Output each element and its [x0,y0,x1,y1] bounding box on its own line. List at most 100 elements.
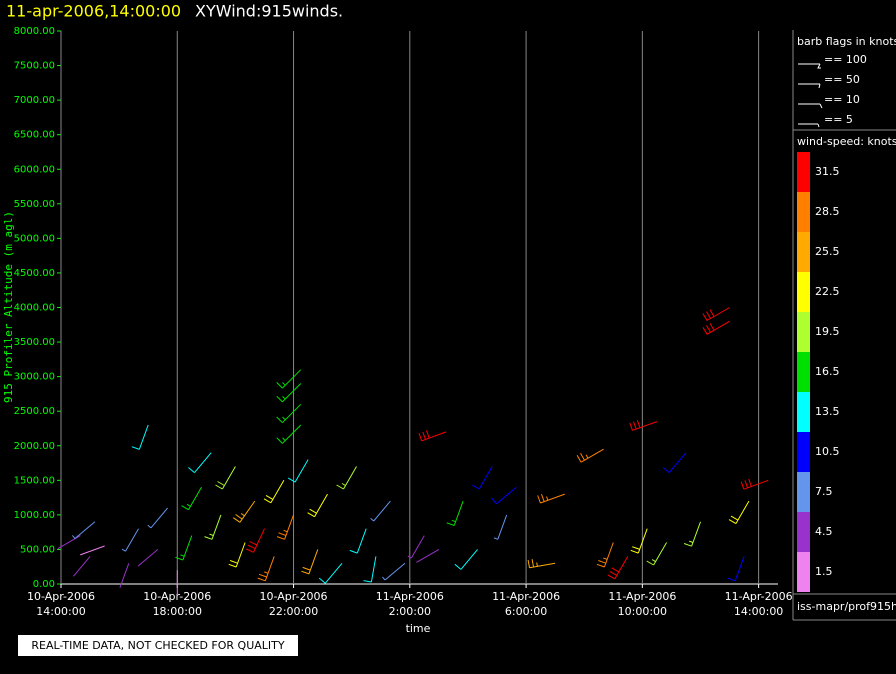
barb-legend-entry: == 5 [824,113,853,126]
wind-barb [228,542,246,568]
y-tick-label: 5000.00 [14,233,55,244]
wind-barb [491,486,517,505]
wind-barb [683,521,701,547]
y-tick-label: 500.00 [20,544,55,555]
y-tick-label: 1000.00 [14,510,55,521]
wind-barb [131,424,149,450]
y-axis-label: 915 Profiler Altitude (m agl) [2,211,15,403]
y-tick-label: 0.00 [33,579,55,590]
barb-legend-title: barb flags in knots [797,35,896,48]
wind-barb [147,507,168,529]
colorbar-swatch [797,352,810,392]
barb-glyph [798,103,823,109]
wind-barb [607,556,629,580]
wind-barb [576,448,604,463]
colorbar-swatch [797,552,810,592]
wind-barb [181,486,202,511]
wind-barb [287,459,309,483]
barb-legend-entry: == 10 [824,93,860,106]
colorbar-label: 25.5 [815,245,840,258]
wind-barb [245,528,265,553]
colorbar-swatch [797,192,810,232]
colorbar-label: 4.5 [815,525,833,538]
wind-barb [276,424,302,444]
barb-glyph [798,83,821,89]
wind-barb [72,521,96,539]
wind-barb [416,548,440,563]
x-tick-label: 11-Apr-2006 6:00:00 [492,590,560,618]
wind-barb [276,369,302,389]
x-tick-label: 11-Apr-2006 14:00:00 [725,590,793,618]
wind-barb [263,480,285,504]
colorbar-label: 13.5 [815,405,840,418]
wind-barb [537,493,565,504]
chart-title: 11-apr-2006,14:00:00 [6,2,181,21]
wind-barb [137,549,159,567]
x-tick-label: 10-Apr-2006 18:00:00 [143,590,211,618]
colorbar-label: 22.5 [815,285,840,298]
colorbar-swatch [797,272,810,312]
y-tick-label: 6500.00 [14,130,55,141]
y-tick-label: 7000.00 [14,95,55,106]
x-tick-label: 10-Apr-2006 14:00:00 [27,590,95,618]
wind-barb [349,528,367,554]
colorbar-swatch [797,472,810,512]
wind-barb [336,466,357,490]
y-tick-label: 3500.00 [14,337,55,348]
wind-barb [276,383,302,403]
wind-barb [233,500,256,523]
y-tick-label: 2500.00 [14,406,55,417]
wind-barb [662,452,687,473]
barb-legend-entry: == 100 [824,53,867,66]
y-tick-label: 4000.00 [14,303,55,314]
y-tick-label: 6000.00 [14,164,55,175]
colorbar-title: wind-speed: knots [797,135,896,148]
y-tick-label: 5500.00 [14,199,55,210]
y-tick-label: 2000.00 [14,441,55,452]
wind-barb [702,320,730,335]
colorbar-swatch [797,152,810,192]
colorbar-swatch [797,232,810,272]
wind-barb [121,528,139,552]
wind-barb [727,556,745,582]
barb-glyph [798,63,821,69]
wind-barb [370,500,391,522]
colorbar-label: 10.5 [815,445,840,458]
source: iss-mapr/prof915h [797,600,896,613]
wind-barb [318,562,343,584]
colorbar-swatch [797,312,810,352]
note-box [18,635,298,656]
colorbar-label: 16.5 [815,365,840,378]
colorbar-label: 1.5 [815,565,833,578]
colorbar-label: 28.5 [815,205,840,218]
wind-barb [363,556,377,583]
chart-subtitle: XYWind:915winds. [195,2,343,21]
wind-barb [382,562,406,581]
colorbar-swatch [797,392,810,432]
barb-legend-glyphs [798,63,823,128]
y-tick-label: 4500.00 [14,268,55,279]
wind-barb [73,556,91,577]
x-axis-label: time [406,622,431,635]
colorbar-label: 19.5 [815,325,840,338]
wind-barb [215,466,236,490]
wind-barb [276,514,294,540]
wind-barb [629,420,658,431]
wind-barb [119,563,130,588]
barb-glyph [798,123,820,128]
wind-barb [204,514,222,540]
x-tick-label: 11-Apr-2006 10:00:00 [608,590,676,618]
wind-barb [301,549,319,575]
colorbar-swatch [797,432,810,472]
wind-barb [276,403,302,424]
wind-barb [175,535,193,561]
wind-barb [646,542,668,566]
wind-barb [527,559,556,569]
y-tick-label: 7500.00 [14,61,55,72]
wind-barb [454,549,478,570]
wind-barb [728,500,750,525]
x-tick-label: 11-Apr-2006 2:00:00 [376,590,444,618]
wind-barb [446,500,464,526]
